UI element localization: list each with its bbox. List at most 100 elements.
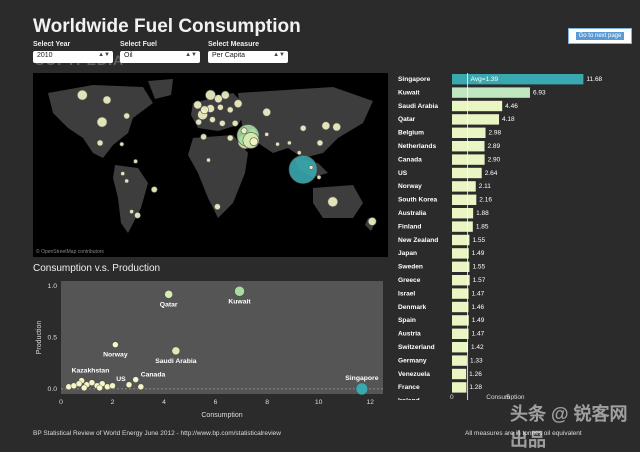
y-tick-label: 1.0 — [48, 283, 58, 290]
map-bubble — [205, 89, 216, 101]
map-bubble — [124, 178, 129, 184]
bar — [452, 221, 473, 232]
map-bubble — [308, 165, 314, 170]
bar — [452, 328, 469, 339]
x-tick-label: 12 — [366, 399, 374, 406]
x-tick-label: 6 — [214, 399, 218, 406]
bar-value-label: 1.57 — [473, 277, 486, 284]
map-bubble — [287, 140, 292, 146]
next-page-button[interactable]: Go to next page — [568, 28, 632, 44]
scatter-point — [164, 290, 173, 299]
bar-value-label: 2.98 — [489, 130, 502, 137]
scatter-point-label: Singapore — [345, 375, 378, 382]
map-bubble — [296, 150, 302, 156]
x-tick-label: 4 — [162, 399, 166, 406]
scatter-point — [65, 383, 72, 391]
map-bubble — [119, 141, 125, 147]
map-bubble — [123, 112, 130, 120]
bar-category-label: Venezuela — [398, 371, 430, 378]
map-bubble — [288, 155, 318, 184]
fuel-select[interactable]: Oil ▲▼ — [120, 51, 200, 63]
south-america-shape — [113, 165, 148, 233]
map-bubble — [332, 122, 342, 132]
scatter-point-label: Qatar — [160, 301, 178, 308]
bar-value-label: 2.64 — [485, 170, 498, 177]
map-bubble — [150, 186, 158, 193]
map-bubble — [316, 139, 324, 147]
measure-select[interactable]: Per Capita ▲▼ — [208, 51, 288, 63]
bar-value-label: 6.93 — [533, 89, 546, 96]
bar-category-label: Finland — [398, 223, 421, 230]
bar-value-label: 1.47 — [472, 331, 485, 338]
bar-category-label: Greece — [398, 277, 421, 284]
bar-category-label: Australia — [398, 210, 427, 217]
map-bubble — [96, 116, 108, 128]
map-bubbles — [77, 89, 377, 226]
map-bubble — [327, 196, 339, 208]
dropdown-arrow-icon: ▲▼ — [98, 52, 110, 58]
map-bubble — [299, 124, 307, 132]
map-credit: © OpenStreetMap contributors — [36, 249, 104, 255]
x-tick-label: 8 — [265, 399, 269, 406]
scatter-point — [112, 341, 119, 348]
year-filter: Select Year 2010 ▲▼ — [33, 41, 113, 63]
measure-filter: Select Measure Per Capita ▲▼ — [208, 41, 288, 63]
bar — [452, 301, 469, 313]
fuel-select-value: Oil — [124, 52, 133, 59]
bar — [452, 100, 503, 112]
map-bubble — [219, 119, 226, 127]
bar-value-label: 1.85 — [476, 223, 489, 230]
bar-category-label: Netherlands — [398, 143, 436, 150]
scatter-title: Consumption v.s. Production — [33, 263, 161, 274]
scatter-point — [104, 383, 111, 391]
bar-category-label: Belgium — [398, 130, 424, 137]
bar — [452, 248, 469, 259]
bar — [452, 87, 530, 98]
plot-background — [61, 281, 383, 394]
source-footer: BP Statistical Review of World Energy Ju… — [33, 430, 281, 437]
map-bubble — [214, 203, 221, 211]
map-bubble — [193, 100, 202, 110]
page-title: Worldwide Fuel Consumption — [33, 16, 301, 37]
world-map[interactable]: © OpenStreetMap contributors — [33, 73, 388, 257]
year-filter-label: Select Year — [33, 41, 71, 48]
bar-value-label: 2.16 — [479, 197, 492, 204]
bar-value-label: 1.42 — [471, 344, 484, 351]
bar-category-label: Canada — [398, 156, 422, 163]
bar — [452, 368, 467, 380]
scatter-point — [125, 381, 133, 388]
bar-category-label: Spain — [398, 317, 416, 324]
scatter-point — [88, 379, 96, 386]
africa-shape — [188, 135, 248, 218]
scatter-point-label: Saudi Arabia — [155, 358, 197, 365]
scatter-chart[interactable]: 0 2 4 6 8 10 12 0.0 0.5 1.0 Consumption Production S… — [33, 276, 388, 421]
map-bubble — [195, 118, 202, 126]
scatter-point — [234, 286, 245, 297]
x-axis-label: Consumption — [201, 412, 242, 419]
bar-category-label: Switzerland — [398, 344, 435, 351]
year-select[interactable]: 2010 ▲▼ — [33, 51, 113, 63]
map-bubble — [262, 107, 272, 117]
measure-select-value: Per Capita — [212, 52, 246, 59]
bar-value-label: 1.55 — [472, 264, 485, 271]
y-tick-label: 0.5 — [48, 335, 58, 342]
bar-category-label: New Zealand — [398, 237, 438, 244]
bar-category-label: Ireland — [398, 398, 420, 400]
bar-value-label: 1.28 — [469, 384, 482, 391]
map-bubble — [367, 217, 377, 226]
fuel-filter-label: Select Fuel — [120, 41, 157, 48]
next-page-label: Go to next page — [575, 32, 625, 40]
map-bubble — [220, 90, 230, 100]
bar — [452, 288, 469, 299]
asia-shape — [238, 87, 373, 158]
bar — [452, 261, 470, 272]
measure-filter-label: Select Measure — [208, 41, 259, 48]
scatter-point-label: Kuwait — [228, 298, 251, 305]
bar-category-label: Qatar — [398, 116, 416, 123]
bar-category-label: Singapore — [398, 76, 431, 83]
scatter-point — [132, 376, 139, 383]
bar-chart[interactable]: Singapore 11.68 Kuwait 6.93 Saudi Arabia 4.46… — [395, 73, 635, 400]
scatter-point-label: Canada — [141, 372, 166, 379]
scatter-point — [109, 382, 116, 389]
scatter-point-label: Norway — [103, 352, 128, 359]
